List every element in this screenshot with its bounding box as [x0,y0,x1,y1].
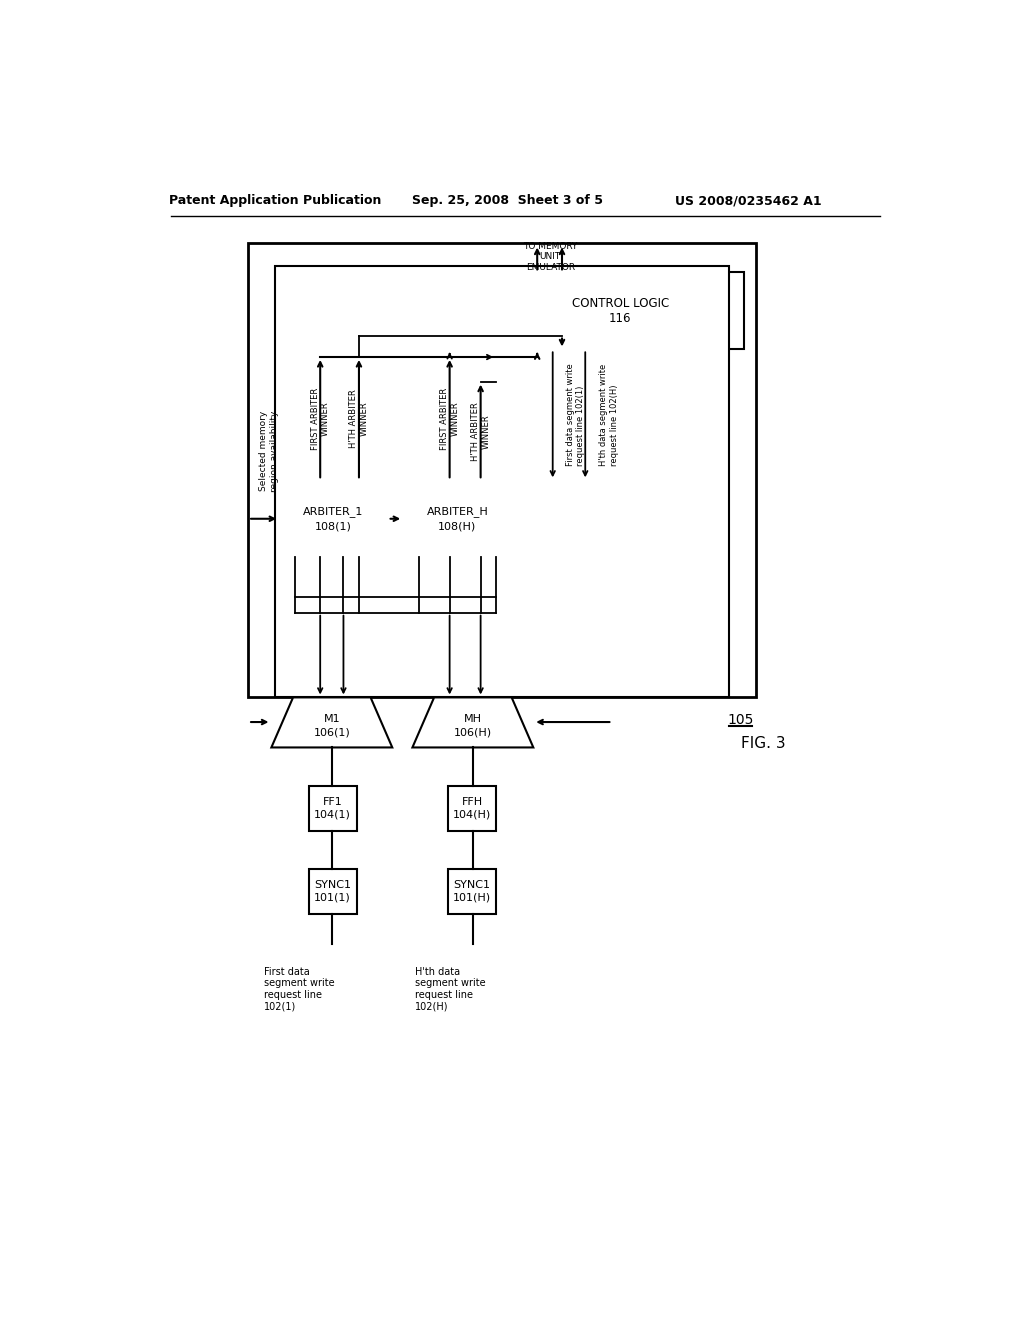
Text: 106(H): 106(H) [454,727,492,737]
Text: FIG. 3: FIG. 3 [741,737,785,751]
Bar [308,785,356,830]
Text: H'TH ARBITER
WINNER: H'TH ARBITER WINNER [471,403,490,461]
Text: 101(1): 101(1) [314,892,351,903]
Polygon shape [413,697,534,747]
Text: FFH: FFH [462,797,482,807]
Text: FIRST ARBITER
WINNER: FIRST ARBITER WINNER [310,388,330,450]
Text: 108(H): 108(H) [438,521,476,532]
Text: H'th data
segment write
request line
102(H): H'th data segment write request line 102… [415,966,485,1011]
Text: First data
segment write
request line
102(1): First data segment write request line 10… [263,966,334,1011]
Text: Selected memory
region availability: Selected memory region availability [259,411,279,491]
Text: M1: M1 [324,714,340,723]
Text: FF1: FF1 [323,797,342,807]
Text: SYNC1: SYNC1 [314,880,351,890]
Bar [449,785,496,830]
Polygon shape [271,697,392,747]
Bar [280,480,388,557]
Text: H'th data segment write
request line 102(H): H'th data segment write request line 102… [599,364,618,466]
Text: CONTROL LOGIC: CONTROL LOGIC [571,297,669,310]
Text: FIRST ARBITER
WINNER: FIRST ARBITER WINNER [440,388,460,450]
Bar [248,243,756,697]
Bar [403,480,512,557]
Text: TO MEMORY
UNIT
EMULATOR: TO MEMORY UNIT EMULATOR [523,242,578,272]
Text: First data segment write
request line 102(1): First data segment write request line 10… [566,363,586,466]
Bar [449,869,496,913]
Text: 116: 116 [609,312,632,325]
Text: US 2008/0235462 A1: US 2008/0235462 A1 [675,194,821,207]
Bar [275,267,729,697]
Bar [496,272,744,350]
Text: 108(1): 108(1) [315,521,352,532]
Text: 101(H): 101(H) [453,892,492,903]
Text: SYNC1: SYNC1 [454,880,490,890]
Bar [308,869,356,913]
Text: 106(1): 106(1) [313,727,350,737]
Text: H'TH ARBITER
WINNER: H'TH ARBITER WINNER [349,389,369,447]
Text: Patent Application Publication: Patent Application Publication [169,194,381,207]
Text: MH: MH [464,714,482,723]
Text: ARBITER_1: ARBITER_1 [303,506,364,516]
Text: Sep. 25, 2008  Sheet 3 of 5: Sep. 25, 2008 Sheet 3 of 5 [413,194,603,207]
Text: 104(H): 104(H) [453,809,492,820]
Text: 104(1): 104(1) [314,809,351,820]
Text: 105: 105 [727,714,754,727]
Text: ARBITER_H: ARBITER_H [427,506,488,516]
